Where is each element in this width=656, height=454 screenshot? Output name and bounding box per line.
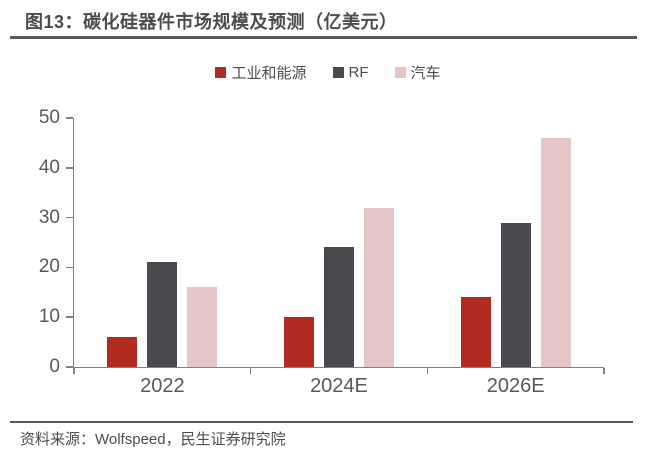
x-axis-tick (426, 368, 429, 374)
y-axis-tick (66, 216, 73, 219)
legend-item-industry-energy: 工业和能源 (215, 62, 307, 83)
bar-industry-energy-2022 (107, 337, 138, 367)
legend-label-rf: RF (348, 63, 369, 81)
bar-auto-2026E (540, 137, 571, 367)
y-axis-tick (66, 266, 73, 269)
bar-group-2024E (251, 118, 428, 367)
source-text: 资料来源：Wolfspeed，民生证券研究院 (20, 431, 286, 448)
y-axis-tick-label: 40 (38, 156, 60, 178)
legend-label-industry-energy: 工业和能源 (231, 64, 307, 82)
legend-item-auto: 汽车 (394, 62, 441, 83)
x-axis-tick (249, 368, 252, 374)
bar-group-2022 (74, 118, 251, 367)
chart-legend: 工业和能源 RF 汽车 (0, 61, 656, 83)
legend-item-rf: RF (332, 63, 369, 81)
x-axis-tick (73, 368, 75, 374)
x-axis-label: 2026E (486, 375, 545, 397)
bar-industry-energy-2024E (283, 317, 314, 367)
legend-swatch-industry-energy (215, 66, 227, 78)
legend-swatch-auto (394, 66, 406, 78)
y-axis-tick-label: 0 (49, 356, 60, 377)
x-axis-tick (603, 368, 605, 374)
title-underline-rule (10, 36, 637, 39)
bar-group-2026E (427, 118, 604, 367)
bar-industry-energy-2026E (460, 297, 491, 367)
y-axis-tick-label: 30 (38, 206, 60, 228)
x-axis-label: 2024E (310, 375, 368, 397)
legend-swatch-rf (332, 66, 344, 78)
bar-rf-2022 (147, 262, 178, 367)
y-axis-tick (66, 366, 73, 368)
legend-label-auto: 汽车 (410, 64, 441, 82)
x-axis-label: 2022 (140, 375, 185, 397)
bar-auto-2024E (363, 207, 394, 367)
page-title: 图13：碳化硅器件市场规模及预测（亿美元） (25, 12, 398, 32)
footer-rule (10, 421, 633, 423)
bar-auto-2022 (187, 287, 218, 367)
y-axis-tick-label: 20 (38, 256, 60, 278)
y-axis-tick-label: 50 (38, 107, 60, 128)
y-axis-tick-label: 10 (38, 306, 60, 328)
bar-rf-2026E (500, 222, 531, 367)
bar-rf-2024E (323, 247, 354, 367)
plot-area: 0 10 20 30 40 50 2022 2024E 2026E (39, 107, 605, 397)
y-axis-tick (66, 167, 73, 169)
y-axis-tick (66, 117, 73, 119)
y-axis-tick (66, 316, 73, 318)
